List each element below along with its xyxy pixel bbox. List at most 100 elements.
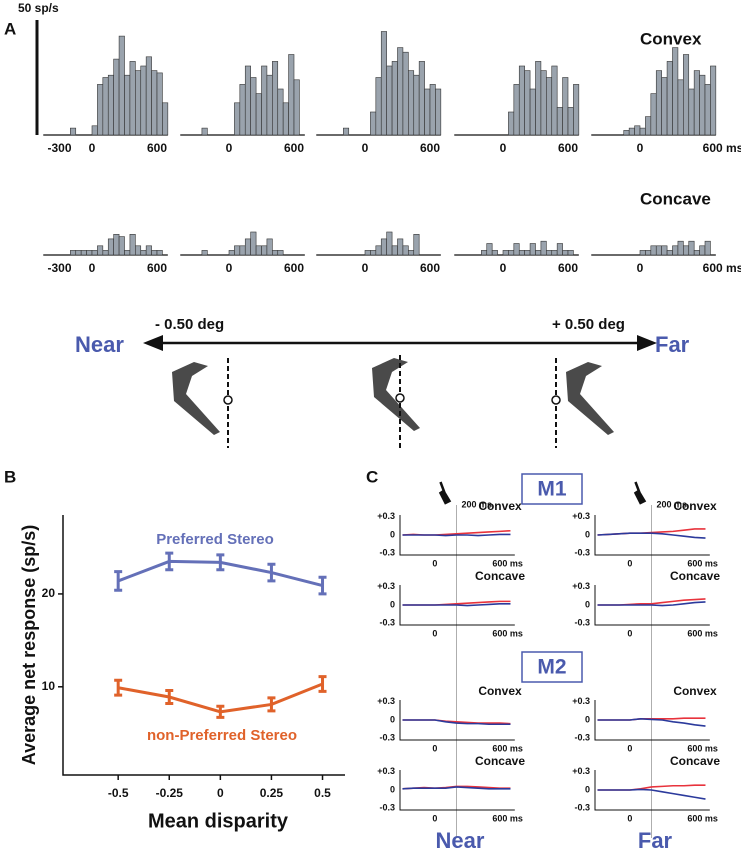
x-tick-label: 600 ms [492,743,523,753]
error-bar [114,678,123,697]
histogram-bar [513,84,520,136]
histogram-bar [255,93,262,136]
histogram-bar [688,88,695,136]
x-tick-label: 0 [432,628,437,638]
x-tick-label: 600 ms [703,261,741,275]
x-tick-label: 0 [627,628,632,638]
y-tick-label: 0 [585,599,590,609]
x-tick-label: 600 [420,141,440,155]
histogram-bar [562,250,569,256]
histogram-bar [75,250,82,256]
histogram-bar [151,250,158,256]
x-tick-label: 0 [432,558,437,568]
histogram-bar [91,125,98,136]
histogram-bar [672,47,679,136]
y-tick-label: -0.3 [379,618,395,628]
histogram-bar [97,245,104,256]
histogram-bar [677,79,684,136]
x-tick-label: 600 ms [492,628,523,638]
histogram-bar [655,245,662,256]
stimulus-shapes [172,358,614,435]
histogram-bar [162,102,169,136]
x-tick-label: -300 [47,141,71,155]
trace [597,532,706,539]
x-tick-label: -0.25 [156,786,184,800]
histogram-bar [129,61,136,136]
y-tick-label: +0.3 [572,581,590,591]
histogram-bar [524,250,531,256]
histogram-bar [86,250,93,256]
panel-title: Concave [475,569,525,583]
histogram-bar [272,250,279,256]
group-title: M2 [537,656,566,679]
x-tick-label: 0 [432,813,437,823]
panel-title: Convex [478,684,522,698]
x-tick-label: 0 [432,743,437,753]
histogram-bar [551,65,558,136]
histogram-bar [535,61,542,136]
x-tick-label: 600 ms [687,628,718,638]
x-tick-label: 0 [362,261,369,275]
histogram-bar [508,111,515,136]
histogram-bar [556,243,563,256]
histogram-bar [402,245,409,256]
histogram-bar [156,250,163,256]
histogram-bar [518,250,525,256]
histogram-bar [704,84,711,136]
error-bar [267,562,276,583]
x-tick-label: 600 [147,261,167,275]
right-disparity: + 0.50 deg [552,316,625,333]
histogram-bar [124,250,131,256]
histogram-bar [244,65,251,136]
histogram-bar [228,250,235,256]
trace [402,533,511,537]
trace [402,602,511,607]
histogram-bar [546,77,553,136]
histogram-bar [118,35,125,136]
marker-label: 200 ms [656,499,687,509]
error-bar [318,675,327,693]
panel-title: Convex [673,684,717,698]
pointer-icon [438,481,452,505]
histogram-bar [535,250,542,256]
group-box [521,651,583,683]
x-tick-label: 600 [558,261,578,275]
histogram-bar [699,74,706,136]
histogram-bar [244,238,251,256]
marker-label: 200 ms [461,499,492,509]
axes [399,585,515,626]
histogram-bar [239,84,246,136]
histogram-bar [234,245,241,256]
histogram-bar [481,250,488,256]
pointer-icon [633,481,647,505]
y-tick-label: -0.3 [574,618,590,628]
histogram-bar [293,79,300,136]
series-label: non-Preferred Stereo [147,727,297,744]
x-axis-label: Mean disparity [148,810,289,832]
x-tick-label: 600 [284,141,304,155]
y-tick-label: -0.3 [379,733,395,743]
histogram-bar [261,245,268,256]
x-tick-label: 600 ms [492,558,523,568]
histogram-bar [513,243,520,256]
axes [399,515,515,556]
histogram-bar [573,84,580,136]
row-title: Concave [640,189,711,208]
histogram-bar [683,245,690,256]
histogram-bar [540,240,547,256]
y-tick-label: +0.3 [572,696,590,706]
histogram-bar [699,245,706,256]
axes [399,770,515,811]
histogram-bar [277,88,284,136]
x-tick-label: 600 [284,261,304,275]
histogram-bar [107,238,114,256]
x-tick-label: 0.25 [260,786,284,800]
group-box [521,473,583,505]
x-tick-label: 600 ms [703,141,741,155]
histogram-bar [567,250,574,256]
histogram-bar [151,70,158,136]
histogram-bar [375,245,382,256]
histogram-bar [562,77,569,136]
error-bar [216,704,225,719]
